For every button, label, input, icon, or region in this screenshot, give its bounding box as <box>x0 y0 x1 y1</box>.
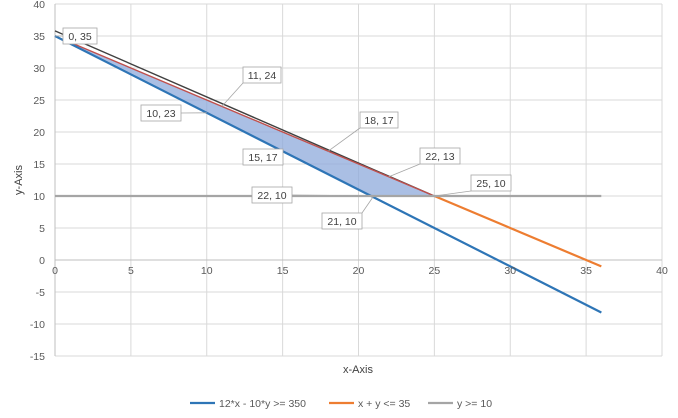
annotation-leader <box>388 163 421 178</box>
y-tick-label: 35 <box>33 31 45 43</box>
annotation-box <box>470 174 512 192</box>
y-axis-title: y-Axis <box>13 165 25 195</box>
annotation-leader <box>221 82 244 107</box>
annotation-label: 22, 13 <box>425 151 454 163</box>
y-tick-label: 25 <box>33 95 45 107</box>
y-tick-label: 15 <box>33 159 45 171</box>
x-tick-label: 40 <box>656 265 668 277</box>
x-tick-label: 15 <box>277 265 289 277</box>
y-tick-label: 5 <box>39 223 45 235</box>
annotation-label: 0, 35 <box>68 31 92 43</box>
annotation-box <box>419 147 461 165</box>
y-tick-label: 40 <box>33 0 45 11</box>
annotation-label: 21, 10 <box>327 216 356 228</box>
annotation-label: 18, 17 <box>364 115 393 127</box>
series-line <box>54 35 602 314</box>
x-axis-title: x-Axis <box>343 364 373 376</box>
annotation-box <box>251 186 293 204</box>
x-tick-label: 30 <box>504 265 516 277</box>
x-tick-label: 0 <box>52 265 58 277</box>
annotation-leader <box>361 195 375 214</box>
tick-labels: -15 -10 -5 0 5 10 15 20 25 30 35 40 0 5 10 15 20 25 30 35 40 <box>30 0 668 363</box>
annotation-box <box>321 212 363 230</box>
x-tick-label: 10 <box>201 265 213 277</box>
y-tick-label: 10 <box>33 191 45 203</box>
annotation-label: 15, 17 <box>248 152 277 164</box>
x-tick-label: 25 <box>429 265 441 277</box>
annotation-label: 22, 10 <box>257 190 286 202</box>
x-tick-label: 20 <box>353 265 365 277</box>
boundary-line <box>54 30 435 197</box>
y-tick-label: 0 <box>39 255 45 267</box>
annotation-label: 11, 24 <box>248 70 277 82</box>
y-tick-label: -5 <box>36 287 45 299</box>
annotation-box <box>242 148 284 166</box>
legend-entry: 12*x - 10*y >= 350 <box>219 398 306 410</box>
annotation-leader <box>291 194 389 197</box>
legend-entry: x + y <= 35 <box>358 398 410 410</box>
boundary-line <box>69 41 435 197</box>
annotation-box <box>62 27 98 45</box>
annotation-label: 10, 23 <box>146 108 175 120</box>
series-line <box>433 194 602 268</box>
annotation-label: 25, 10 <box>476 178 505 190</box>
annotation-box <box>359 111 399 129</box>
annotation-box <box>140 104 182 122</box>
legend: 12*x - 10*y >= 350 x + y <= 35 y >= 10 <box>190 398 492 410</box>
annotation-leader <box>327 127 361 152</box>
x-tick-label: 35 <box>580 265 592 277</box>
y-tick-label: -15 <box>30 351 45 363</box>
y-tick-label: 30 <box>33 63 45 75</box>
data-annotations: 0, 35 11, 24 10, 23 18, 17 15, 17 22, 13 25, 1… <box>55 27 512 230</box>
annotation-box <box>242 66 282 84</box>
annotation-leader <box>434 190 472 197</box>
y-tick-label: 20 <box>33 127 45 139</box>
legend-entry: y >= 10 <box>457 398 492 410</box>
y-tick-label: -10 <box>30 319 45 331</box>
series-lines <box>54 30 602 314</box>
x-tick-label: 5 <box>128 265 134 277</box>
